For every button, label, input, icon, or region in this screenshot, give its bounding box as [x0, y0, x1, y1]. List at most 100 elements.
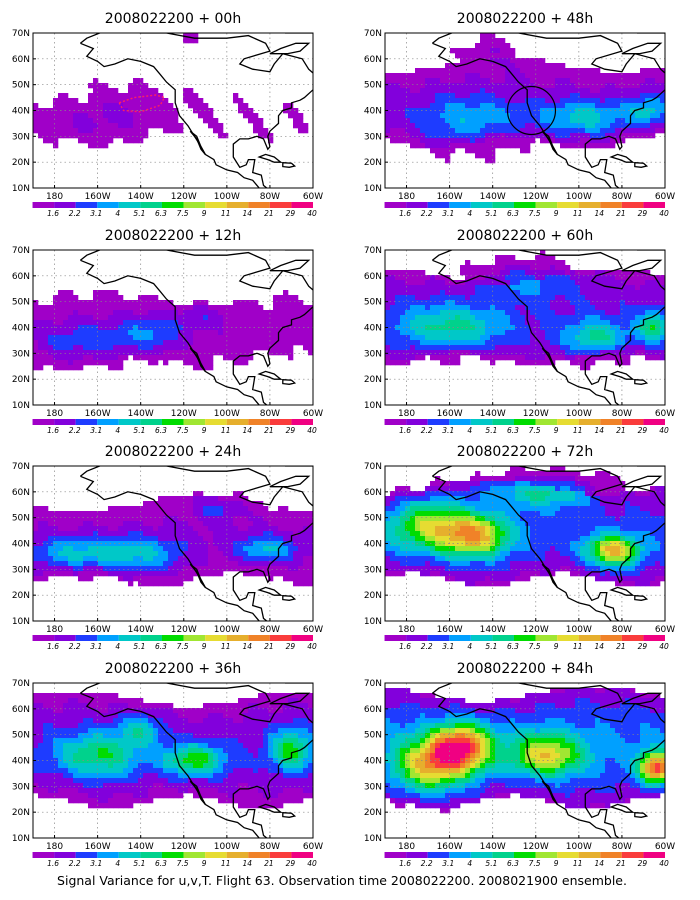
field-cell — [515, 113, 521, 119]
field-cell — [630, 78, 636, 84]
field-cell — [103, 300, 109, 306]
field-cell — [450, 340, 456, 346]
field-cell — [410, 345, 416, 351]
field-cell — [500, 73, 506, 79]
field-cell — [138, 571, 144, 577]
field-cell — [465, 340, 471, 346]
field-cell — [545, 531, 551, 537]
field-cell — [48, 360, 54, 366]
field-cell — [43, 335, 49, 341]
field-cell — [425, 516, 431, 522]
field-cell — [500, 350, 506, 356]
field-cell — [395, 516, 401, 522]
field-cell — [520, 556, 526, 562]
field-cell — [420, 275, 426, 281]
field-cell — [153, 355, 159, 361]
field-cell — [445, 330, 451, 336]
field-cell — [68, 118, 74, 124]
field-cell — [605, 138, 611, 144]
field-cell — [500, 113, 506, 119]
field-cell — [475, 506, 481, 512]
field-cell — [630, 123, 636, 129]
field-cell — [385, 310, 391, 316]
field-cell — [635, 300, 641, 306]
field-cell — [238, 335, 244, 341]
field-cell — [193, 571, 199, 577]
field-cell — [48, 566, 54, 572]
field-cell — [238, 561, 244, 567]
field-cell — [650, 325, 656, 331]
field-cell — [258, 571, 264, 577]
field-cell — [450, 571, 456, 577]
field-cell — [178, 551, 184, 557]
field-cell — [435, 300, 441, 306]
field-cell — [148, 123, 154, 129]
field-cell — [605, 93, 611, 99]
field-cell — [258, 546, 264, 552]
field-cell — [650, 330, 656, 336]
field-cell — [610, 93, 616, 99]
field-cell — [445, 300, 451, 306]
field-cell — [53, 310, 59, 316]
field-cell — [390, 566, 396, 572]
field-cell — [228, 556, 234, 562]
colorbar-label: 29 — [286, 426, 296, 435]
field-cell — [455, 53, 461, 59]
field-cell — [625, 103, 631, 109]
field-cell — [475, 305, 481, 311]
field-cell — [298, 335, 304, 341]
field-cell — [405, 521, 411, 527]
island-outline — [282, 162, 297, 168]
field-cell — [203, 355, 209, 361]
field-cell — [58, 365, 64, 371]
field-cell — [570, 305, 576, 311]
field-cell — [73, 365, 79, 371]
field-cell — [128, 320, 134, 326]
field-cell — [495, 118, 501, 124]
field-cell — [233, 300, 239, 306]
field-cell — [218, 330, 224, 336]
field-cell — [460, 265, 466, 271]
field-cell — [485, 33, 491, 39]
field-cell — [450, 496, 456, 502]
field-cell — [600, 285, 606, 291]
field-cell — [470, 68, 476, 74]
field-cell — [590, 128, 596, 134]
field-cell — [303, 315, 309, 321]
field-cell — [505, 536, 511, 542]
field-cell — [445, 98, 451, 104]
field-cell — [405, 113, 411, 119]
field-cell — [590, 350, 596, 356]
field-cell — [645, 113, 651, 119]
field-cell — [198, 551, 204, 557]
field-cell — [605, 320, 611, 326]
field-cell — [303, 571, 309, 577]
field-cell — [73, 118, 79, 124]
field-cell — [475, 78, 481, 84]
field-cell — [143, 295, 149, 301]
field-cell — [83, 556, 89, 562]
field-cell — [63, 551, 69, 557]
field-cell — [223, 531, 229, 537]
field-cell — [470, 305, 476, 311]
field-cell — [555, 280, 561, 286]
field-cell — [420, 93, 426, 99]
field-cell — [425, 491, 431, 497]
field-cell — [298, 531, 304, 537]
field-cell — [420, 345, 426, 351]
field-cell — [203, 541, 209, 547]
field-cell — [48, 345, 54, 351]
field-cell — [470, 531, 476, 537]
field-cell — [575, 93, 581, 99]
field-cell — [475, 285, 481, 291]
field-cell — [585, 280, 591, 286]
field-cell — [198, 561, 204, 567]
field-cell — [415, 350, 421, 356]
field-cell — [168, 315, 174, 321]
field-cell — [253, 506, 259, 512]
field-cell — [298, 556, 304, 562]
field-cell — [475, 83, 481, 89]
field-cell — [218, 536, 224, 542]
field-cell — [530, 118, 536, 124]
field-cell — [495, 536, 501, 542]
